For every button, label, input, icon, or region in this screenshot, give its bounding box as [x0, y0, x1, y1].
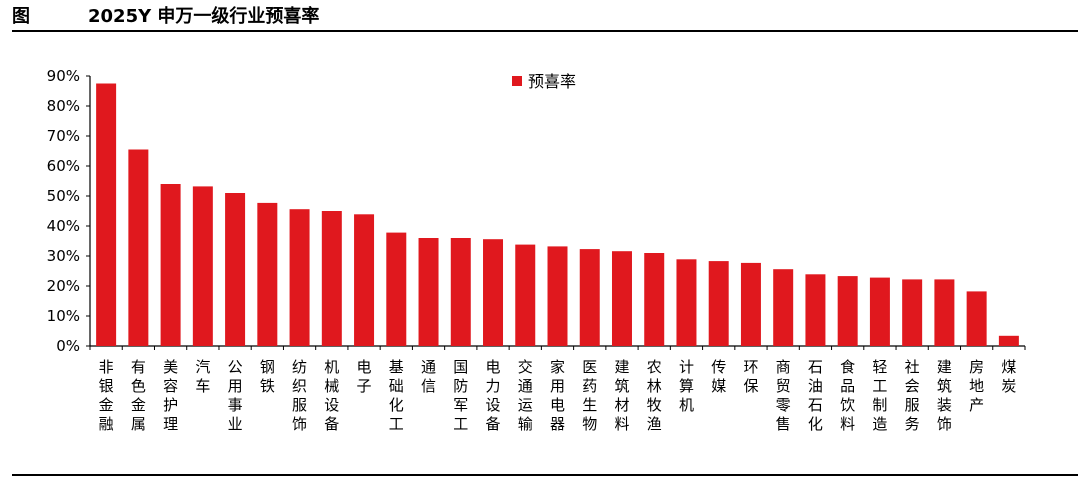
bottom-rule — [12, 474, 1078, 476]
y-tick-label: 50% — [47, 187, 80, 205]
bar — [708, 261, 729, 346]
legend-label: 预喜率 — [528, 72, 576, 91]
category-label: 电子 — [357, 358, 372, 395]
category-label: 传媒 — [711, 358, 726, 395]
bar — [579, 249, 600, 346]
bar — [773, 269, 794, 346]
bar — [96, 83, 117, 346]
category-label: 国防军工 — [453, 358, 468, 433]
category-label: 社会服务 — [905, 358, 920, 433]
category-label: 汽车 — [195, 358, 210, 395]
figure-label: 图 — [12, 6, 30, 27]
category-label: 石油石化 — [808, 358, 823, 433]
chart-title: 2025Y 申万一级行业预喜率 — [88, 6, 320, 27]
bar-series — [96, 83, 1019, 346]
y-tick-label: 0% — [56, 337, 80, 355]
bar — [515, 244, 536, 346]
bar — [354, 214, 375, 346]
category-label: 环保 — [743, 358, 758, 395]
y-tick-label: 70% — [47, 127, 80, 145]
bar — [740, 262, 761, 346]
category-label: 公用事业 — [228, 358, 243, 433]
bar — [257, 202, 278, 346]
category-label: 非银金融 — [99, 358, 114, 433]
bar — [160, 184, 181, 346]
category-label: 通信 — [421, 358, 436, 395]
y-tick-label: 40% — [47, 217, 80, 235]
category-labels: 非银金融 有色金属 美容护理 汽车 公用事业 钢铁 纺织服饰 机械设备 电子 基础化工 通信 国防军工… — [99, 358, 1017, 433]
bar — [611, 251, 632, 346]
category-label: 纺织服饰 — [292, 358, 307, 433]
bar — [966, 291, 987, 346]
bar — [483, 239, 504, 346]
bar — [128, 149, 149, 346]
bar — [805, 274, 826, 346]
category-label: 交通运输 — [518, 358, 533, 433]
bar — [869, 277, 890, 346]
bar — [386, 232, 407, 346]
top-rule — [12, 30, 1078, 32]
bar — [418, 238, 439, 346]
y-tick-label: 10% — [47, 307, 80, 325]
bar — [450, 238, 471, 346]
category-label: 建筑材料 — [614, 358, 629, 433]
category-label: 基础化工 — [389, 358, 404, 433]
bar — [225, 193, 246, 346]
category-label: 商贸零售 — [776, 358, 791, 433]
category-label: 医药生物 — [582, 358, 597, 433]
bar — [837, 276, 858, 346]
y-tick-label: 30% — [47, 247, 80, 265]
bar — [547, 246, 568, 346]
category-label: 电力设备 — [486, 358, 501, 433]
category-label: 农林牧渔 — [647, 358, 662, 433]
y-tick-label: 80% — [47, 97, 80, 115]
category-label: 机械设备 — [324, 358, 339, 433]
y-tick-label: 20% — [47, 277, 80, 295]
bar — [289, 209, 310, 346]
category-label: 家用电器 — [550, 358, 565, 433]
bar — [644, 253, 665, 346]
bar — [934, 279, 955, 346]
category-label: 建筑装饰 — [937, 358, 952, 433]
bar — [902, 279, 923, 346]
category-label: 轻工制造 — [872, 358, 887, 433]
legend-swatch — [512, 76, 522, 86]
bar — [192, 186, 213, 346]
bar — [676, 259, 697, 346]
y-tick-label: 90% — [47, 67, 80, 85]
category-label: 钢铁 — [260, 358, 275, 395]
figure-header: 图 2025Y 申万一级行业预喜率 — [0, 0, 1080, 32]
legend: 预喜率 — [512, 72, 576, 91]
y-tick-label: 60% — [47, 157, 80, 175]
category-label: 房地产 — [969, 358, 984, 414]
bar — [998, 335, 1019, 346]
category-label: 食品饮料 — [840, 358, 855, 433]
bar — [321, 211, 342, 346]
category-label: 美容护理 — [163, 358, 178, 433]
category-label: 有色金属 — [131, 358, 146, 433]
category-label: 计算机 — [679, 358, 694, 414]
category-label: 煤炭 — [1001, 358, 1016, 395]
